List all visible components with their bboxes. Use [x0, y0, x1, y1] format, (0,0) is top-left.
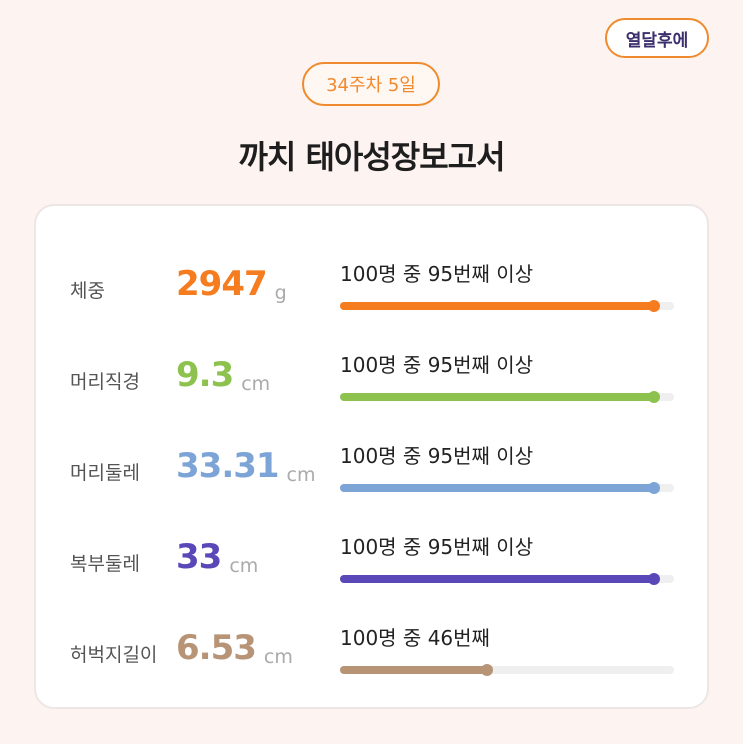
progress-knob: [647, 482, 660, 494]
row-label: 머리둘레: [70, 462, 140, 484]
value-unit: cm: [263, 646, 293, 668]
row-head-circumference: 머리둘레 33.31 cm 100명 중 95번째 이상: [36, 436, 707, 506]
row-label: 복부둘레: [70, 553, 140, 575]
rank-text: 100명 중 95번째 이상: [340, 535, 534, 559]
value-number: 33.31: [176, 446, 280, 486]
progress-knob: [647, 300, 660, 312]
progress-track: [340, 300, 674, 312]
row-femur-length: 허벅지길이 6.53 cm 100명 중 46번째: [36, 618, 707, 688]
row-value: 9.3 cm: [176, 355, 270, 395]
growth-report-card: 체중 2947 g 100명 중 95번째 이상 머리직경 9.3 cm 100명 …: [34, 204, 709, 709]
progress-knob: [647, 391, 660, 403]
row-value: 6.53 cm: [176, 628, 293, 668]
week-badge: 34주차 5일: [302, 62, 440, 106]
value-unit: cm: [229, 555, 259, 577]
value-number: 6.53: [176, 628, 257, 668]
brand-badge[interactable]: 열달후에: [605, 18, 709, 58]
row-abdominal-circumference: 복부둘레 33 cm 100명 중 95번째 이상: [36, 527, 707, 597]
row-weight: 체중 2947 g 100명 중 95번째 이상: [36, 254, 707, 324]
rank-text: 100명 중 95번째 이상: [340, 262, 534, 286]
rank-text: 100명 중 46번째: [340, 626, 490, 650]
progress-fill: [340, 302, 654, 310]
value-number: 9.3: [176, 355, 234, 395]
progress-track: [340, 664, 674, 676]
progress-fill: [340, 484, 654, 492]
rank-text: 100명 중 95번째 이상: [340, 444, 534, 468]
rank-text: 100명 중 95번째 이상: [340, 353, 534, 377]
progress-knob: [647, 573, 660, 585]
value-unit: cm: [241, 373, 271, 395]
row-label: 머리직경: [70, 371, 140, 393]
row-label: 허벅지길이: [70, 644, 158, 666]
progress-fill: [340, 393, 654, 401]
progress-track: [340, 482, 674, 494]
value-unit: g: [274, 282, 287, 304]
value-number: 33: [176, 537, 222, 577]
progress-fill: [340, 575, 654, 583]
row-value: 33 cm: [176, 537, 258, 577]
row-label: 체중: [70, 280, 105, 302]
progress-knob: [480, 664, 493, 676]
value-number: 2947: [176, 264, 268, 304]
value-unit: cm: [286, 464, 316, 486]
row-head-diameter: 머리직경 9.3 cm 100명 중 95번째 이상: [36, 345, 707, 415]
progress-fill: [340, 666, 487, 674]
row-value: 2947 g: [176, 264, 287, 304]
progress-track: [340, 391, 674, 403]
row-value: 33.31 cm: [176, 446, 316, 486]
progress-track: [340, 573, 674, 585]
page-title: 까치 태아성장보고서: [238, 138, 505, 176]
